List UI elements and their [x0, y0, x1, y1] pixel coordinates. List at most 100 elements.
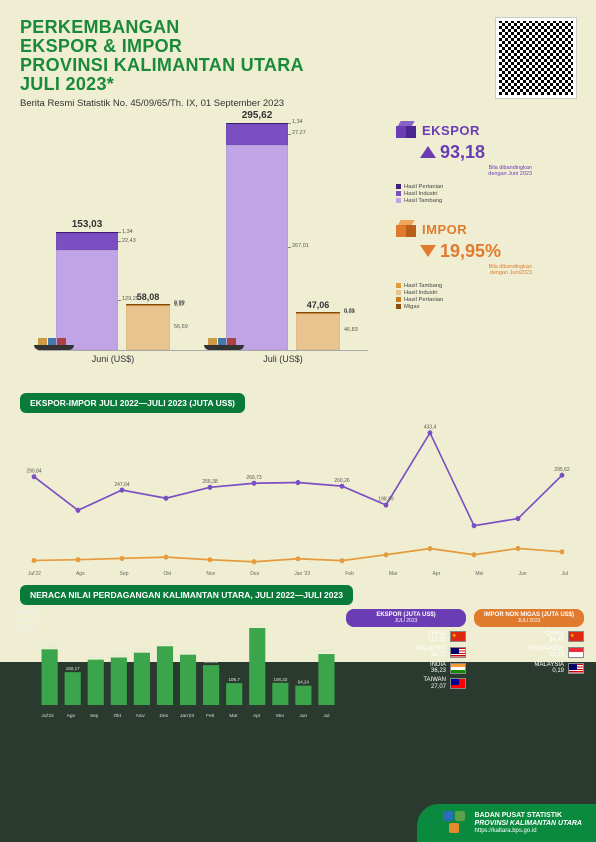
- title-line-1: PERKEMBANGAN: [20, 18, 576, 37]
- neraca-banner: NERACA NILAI PERDAGANGAN KALIMANTAN UTAR…: [20, 585, 353, 605]
- neraca-ylabel: (Juta US$): [16, 609, 42, 615]
- pill-title: IMPOR NON MIGAS (JUTA US$): [480, 612, 578, 618]
- footer-line1: BADAN PUSAT STATISTIK: [475, 812, 582, 820]
- bar-segment: [226, 145, 288, 350]
- data-point: [76, 557, 81, 562]
- footer-line3: https://kaltara.bps.go.id: [475, 828, 582, 835]
- ship-icon: [204, 336, 244, 350]
- bar-label: 108,33: [273, 677, 288, 682]
- country-row: SINGAPORE10,13: [474, 646, 584, 659]
- line-chart: 290,84247,64256,38269,73260,26198,99433,…: [24, 417, 572, 577]
- neraca-chart: (Juta US$) Keterangan:*) AngkaSementara …: [12, 609, 338, 739]
- data-point: [164, 495, 169, 500]
- x-tick: Okt: [164, 571, 172, 577]
- x-tick: Mar: [389, 571, 398, 577]
- subtitle: Berita Resmi Statistik No. 45/09/65/Th. …: [20, 98, 576, 109]
- line-chart-banner: EKSPOR-IMPOR JULI 2022—JULI 2023 (JUTA U…: [20, 393, 245, 413]
- data-point: [32, 557, 37, 562]
- segment-label: 267,01: [292, 243, 309, 250]
- country-label: TAIWAN27,07: [346, 677, 446, 690]
- bar-segment: [56, 233, 118, 250]
- data-point: [32, 474, 37, 479]
- ekspor-note2: dengan Juni 2023: [396, 171, 532, 178]
- title-line-3: PROVINSI KALIMANTAN UTARA: [20, 56, 576, 75]
- x-tick: Mei: [475, 571, 483, 577]
- legend-item: Migas: [396, 304, 576, 310]
- pill-sub: JULI 2023: [352, 618, 460, 624]
- segment-label: 1,34: [292, 119, 303, 126]
- point-label: 295,62: [554, 466, 569, 472]
- data-point: [560, 472, 565, 477]
- ekspor-value: 93,18: [440, 142, 485, 163]
- x-tick: Sep: [120, 571, 129, 577]
- data-point: [384, 502, 389, 507]
- point-label: 198,99: [378, 496, 393, 502]
- data-point: [428, 430, 433, 435]
- country-row: MALAYSIA0,19: [474, 662, 584, 675]
- pill-sub: JULI 2023: [480, 618, 578, 624]
- data-point: [208, 484, 213, 489]
- neraca-bar: [134, 652, 150, 704]
- country-label: MALAYSIA38,77: [346, 646, 446, 659]
- country-row: TAIWAN27,07: [346, 677, 466, 690]
- data-point: [76, 507, 81, 512]
- country-label: INDIA36,23: [346, 662, 446, 675]
- country-label: MALAYSIA0,19: [474, 662, 564, 675]
- data-point: [560, 549, 565, 554]
- data-point: [428, 546, 433, 551]
- impor-stat: IMPOR 19,95% Bila dibandingkan dengan Ju…: [396, 220, 576, 310]
- data-point: [340, 483, 345, 488]
- point-label: 260,26: [334, 477, 349, 483]
- bar-total-label: 58,08: [126, 292, 170, 302]
- impor-note2: dengan Juni2023: [396, 270, 532, 277]
- flag-icon: [450, 678, 466, 689]
- data-point: [472, 552, 477, 557]
- data-point: [384, 552, 389, 557]
- neraca-bar: [42, 649, 58, 705]
- country-row: CHINA34,41 ★: [474, 631, 584, 644]
- segment-label: 0,71: [344, 308, 355, 315]
- bar-label: 375,57: [250, 622, 265, 627]
- x-tick: Nov: [206, 571, 215, 577]
- cube-icon: [396, 220, 416, 240]
- bar-label: 94,24: [298, 679, 310, 684]
- x-tick: Jul: [562, 571, 568, 577]
- legend-item: Hasil Industri: [396, 191, 576, 197]
- neraca-bar: [88, 659, 104, 704]
- data-point: [208, 557, 213, 562]
- bar-label: 221,14: [89, 653, 104, 658]
- bar-segment: [226, 124, 288, 145]
- x-tick: Jun: [518, 571, 526, 577]
- neraca-bar: [203, 665, 219, 705]
- ekspor-title: EKSPOR: [422, 123, 480, 138]
- x-tick: Des: [250, 571, 259, 577]
- country-label: CHINA112,51: [346, 631, 446, 644]
- flag-icon: ★: [568, 631, 584, 642]
- country-label: CHINA34,41: [474, 631, 564, 644]
- neraca-bar: [180, 654, 196, 704]
- cube-icon: [396, 121, 416, 141]
- neraca-bar: [318, 654, 334, 705]
- country-label: SINGAPORE10,13: [474, 646, 564, 659]
- segment-label: 0,00: [174, 300, 185, 307]
- bar-total-label: 295,62: [226, 110, 288, 121]
- bar-total-label: 47,06: [296, 300, 340, 310]
- ship-icon: [34, 336, 74, 350]
- bar-label: 271,65: [43, 643, 58, 648]
- point-label: 256,38: [202, 478, 217, 484]
- bar-total-label: 153,03: [56, 219, 118, 230]
- neraca-bar: [226, 683, 242, 705]
- data-point: [296, 556, 301, 561]
- footer: BADAN PUSAT STATISTIK PROVINSI KALIMANTA…: [417, 804, 596, 842]
- data-point: [120, 555, 125, 560]
- legend-item: Hasil Pertanian: [396, 297, 576, 303]
- stacked-chart-section: 153,03129,2522,431,3458,0856,691,170,220…: [0, 121, 596, 381]
- header: PERKEMBANGAN EKSPOR & IMPOR PROVINSI KAL…: [0, 0, 596, 115]
- impor-pill: IMPOR NON MIGAS (JUTA US$) JULI 2023: [474, 609, 584, 627]
- bar-segment: [296, 314, 340, 350]
- x-tick: Jan'23: [175, 714, 198, 719]
- neraca-bar: [65, 672, 81, 705]
- point-label: 247,64: [114, 481, 129, 487]
- x-tick: Apr: [433, 571, 441, 577]
- x-tick: Apr: [245, 714, 268, 719]
